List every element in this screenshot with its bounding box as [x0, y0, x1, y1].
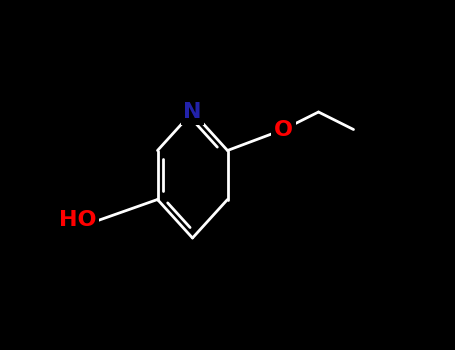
Text: N: N [183, 102, 202, 122]
Text: O: O [274, 119, 293, 140]
Text: HO: HO [59, 210, 96, 231]
